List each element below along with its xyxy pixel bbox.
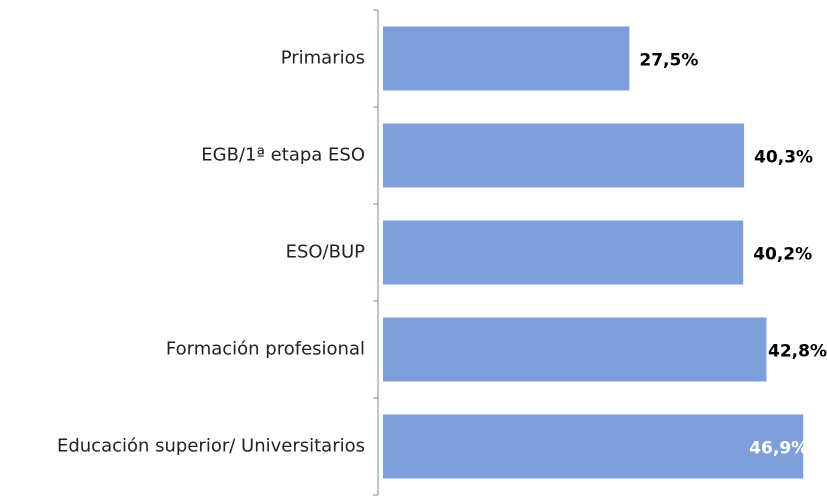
value-label: 40,2% <box>753 245 812 265</box>
value-label: 40,3% <box>754 148 813 168</box>
value-label: 42,8% <box>768 342 827 362</box>
bar <box>383 123 745 188</box>
bar <box>383 220 744 285</box>
bar <box>383 26 630 91</box>
category-label: EGB/1ª etapa ESO <box>201 145 365 166</box>
bar <box>383 414 804 479</box>
bar <box>383 317 767 382</box>
value-label: 27,5% <box>639 51 698 71</box>
category-label: Formación profesional <box>166 339 365 360</box>
value-label: 46,9% <box>749 439 808 459</box>
category-label: Primarios <box>281 48 365 69</box>
category-label: ESO/BUP <box>286 242 366 263</box>
category-label: Educación superior/ Universitarios <box>57 436 365 457</box>
